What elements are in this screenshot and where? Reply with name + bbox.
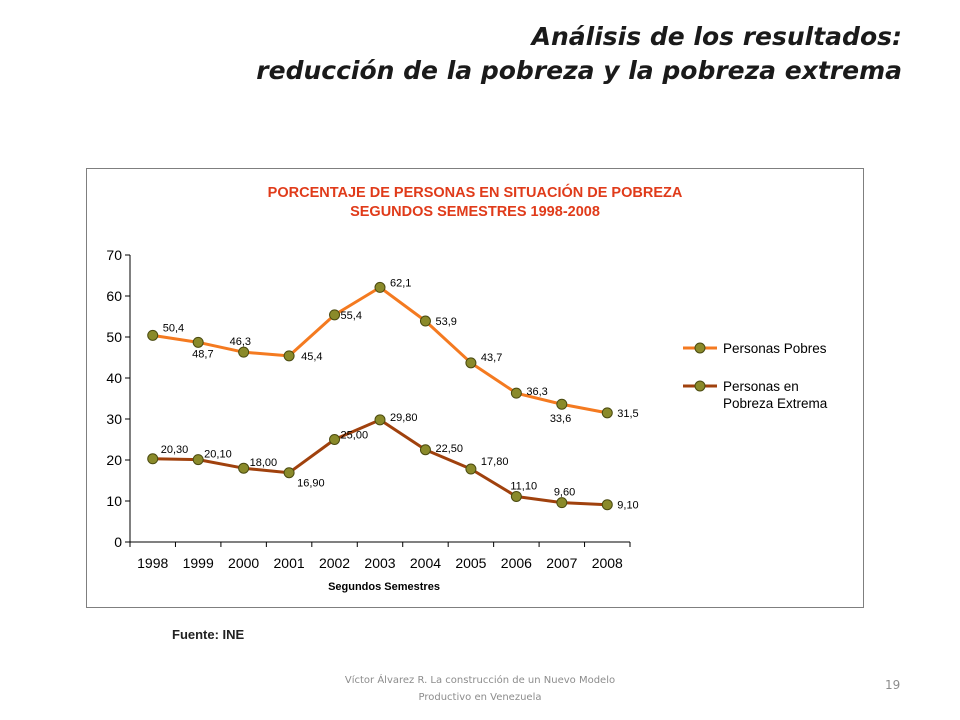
data-point <box>238 346 250 358</box>
data-point <box>192 336 204 348</box>
data-point <box>192 454 204 466</box>
data-label: 53,9 <box>435 316 456 328</box>
slide-title-line1: Análisis de los resultados: <box>531 22 902 51</box>
slide-title-line2: reducción de la pobreza y la pobreza ext… <box>256 56 902 85</box>
poverty-line-chart: PORCENTAJE DE PERSONAS EN SITUACIÓN DE P… <box>106 183 828 593</box>
y-tick-label: 0 <box>114 534 122 550</box>
data-label: 46,3 <box>230 336 251 348</box>
data-point <box>329 309 341 321</box>
data-point <box>601 499 613 511</box>
source-note: Fuente: INE <box>172 627 245 642</box>
y-tick-label: 40 <box>106 370 122 386</box>
chart-title: PORCENTAJE DE PERSONAS EN SITUACIÓN DE P… <box>268 183 683 201</box>
data-label: 62,1 <box>390 277 411 289</box>
legend-label: Personas Pobres <box>723 341 827 356</box>
data-point <box>465 357 477 369</box>
y-tick-label: 60 <box>106 288 122 304</box>
data-point <box>556 398 568 410</box>
data-label: 50,4 <box>163 322 184 334</box>
x-tick-label: 2006 <box>501 555 532 571</box>
data-point <box>601 407 613 419</box>
data-label: 36,3 <box>526 386 547 398</box>
data-point <box>556 497 568 509</box>
series-line-2 <box>152 418 608 507</box>
data-point <box>283 467 295 479</box>
x-tick-label: 2005 <box>455 555 486 571</box>
data-label: 18,00 <box>250 457 278 469</box>
x-tick-label: 2001 <box>274 555 305 571</box>
data-point <box>238 462 250 474</box>
data-label: 25,00 <box>341 430 369 442</box>
data-labels: 50,4 48,7 46,3 45,4 55,4 62,1 53,9 43,7 36,3 33,6… <box>161 277 639 511</box>
data-point <box>419 315 431 327</box>
chart-legend: Personas Pobres Personas en Pobreza Extrem… <box>683 341 828 411</box>
y-tick-label: 30 <box>106 411 122 427</box>
data-label: 55,4 <box>341 310 362 322</box>
slide-title: Análisis de los resultados: reducción de… <box>42 20 902 88</box>
data-point <box>465 463 477 475</box>
x-tick-label: 2007 <box>546 555 577 571</box>
data-label: 48,7 <box>192 348 213 360</box>
chart-frame: PORCENTAJE DE PERSONAS EN SITUACIÓN DE P… <box>86 168 864 608</box>
data-label: 43,7 <box>481 352 502 364</box>
y-tick-label: 70 <box>106 247 122 263</box>
legend-label: Personas en <box>723 379 799 394</box>
data-label: 9,10 <box>617 500 638 512</box>
x-tick-label: 1998 <box>137 555 168 571</box>
footer-line1: Víctor Álvarez R. La construcción de un … <box>344 675 616 686</box>
data-point <box>374 281 386 293</box>
data-point <box>374 414 386 426</box>
data-label: 45,4 <box>301 351 322 363</box>
legend-marker <box>694 380 706 392</box>
x-tick-label: 2008 <box>592 555 623 571</box>
x-tick-label: 1999 <box>183 555 214 571</box>
data-label: 16,90 <box>297 478 325 490</box>
series-points <box>147 281 613 511</box>
legend-label: Pobreza Extrema <box>723 396 828 411</box>
data-label: 22,50 <box>435 443 463 455</box>
data-label: 33,6 <box>550 413 571 425</box>
y-tick-label: 20 <box>106 452 122 468</box>
data-label: 20,30 <box>161 444 189 456</box>
data-label: 11,10 <box>510 480 537 492</box>
data-point <box>147 329 159 341</box>
data-point <box>419 444 431 456</box>
footer-text: Víctor Álvarez R. La construcción de un … <box>300 672 660 706</box>
page-number: 19 <box>885 678 901 692</box>
data-label: 9,60 <box>554 487 575 499</box>
y-tick-label: 10 <box>106 493 122 509</box>
data-point <box>329 434 341 445</box>
chart-subtitle: SEGUNDOS SEMESTRES 1998-2008 <box>350 204 600 220</box>
y-tick-label: 50 <box>106 329 122 345</box>
chart-axes: 0 10 20 30 40 50 60 70 1998 1999 2000 2001 2002 2003 2… <box>106 247 631 571</box>
x-axis-label: Segundos Semestres <box>328 581 440 593</box>
x-tick-label: 2003 <box>364 555 395 571</box>
data-label: 31,5 <box>617 408 638 420</box>
x-tick-label: 2000 <box>228 555 259 571</box>
x-tick-label: 2002 <box>319 555 350 571</box>
data-point <box>283 350 295 362</box>
x-tick-label: 2004 <box>410 555 441 571</box>
data-point <box>147 453 159 465</box>
footer-line2: Productivo en Venezuela <box>418 692 542 703</box>
data-point <box>510 490 522 502</box>
data-label: 17,80 <box>481 456 509 468</box>
legend-marker <box>694 342 706 354</box>
data-label: 29,80 <box>390 412 418 424</box>
data-label: 20,10 <box>204 449 232 461</box>
data-point <box>510 387 522 399</box>
